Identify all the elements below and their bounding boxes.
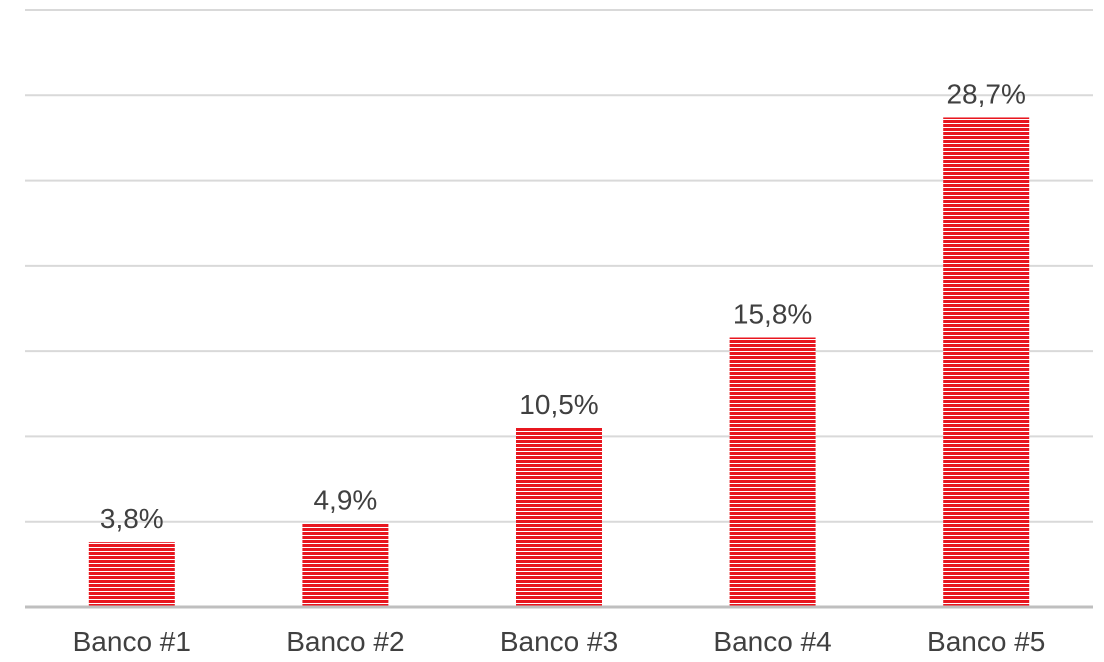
x-tick-label-3: Banco #3 <box>500 626 618 657</box>
x-tick-label-5: Banco #5 <box>927 626 1045 657</box>
gridlines <box>25 9 1093 523</box>
data-label-1: 3,8% <box>100 503 164 534</box>
x-axis-tick-labels: Banco #1 Banco #2 Banco #3 Banco #4 Banco #5 <box>73 626 1046 657</box>
data-labels: 3,8% 4,9% 10,5% 15,8% 28,7% <box>100 78 1026 534</box>
bars <box>88 117 1030 608</box>
data-label-4: 15,8% <box>733 298 812 329</box>
x-tick-label-1: Banco #1 <box>73 626 191 657</box>
bar-2 <box>302 523 389 607</box>
x-tick-label-4: Banco #4 <box>713 626 831 657</box>
x-tick-label-2: Banco #2 <box>286 626 404 657</box>
data-label-3: 10,5% <box>519 389 598 420</box>
bar-5 <box>943 117 1030 608</box>
data-label-2: 4,9% <box>313 484 377 515</box>
bar-3 <box>516 427 602 607</box>
bar-4 <box>729 337 816 607</box>
bar-1 <box>88 542 175 607</box>
data-label-5: 28,7% <box>946 78 1025 109</box>
